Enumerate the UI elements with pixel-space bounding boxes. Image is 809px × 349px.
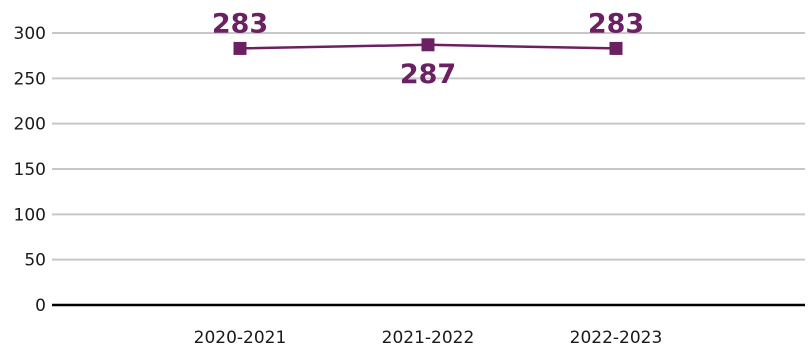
y-tick-label-200: 200	[14, 115, 46, 135]
data-labels: 283 287 283	[212, 8, 644, 89]
y-tick-label-0: 0	[35, 296, 46, 316]
x-tick-label-0: 2020-2021	[194, 328, 287, 348]
data-label-0: 283	[212, 8, 268, 39]
x-tick-label-2: 2022-2023	[570, 328, 663, 348]
x-axis-tick-labels: 2020-2021 2021-2022 2022-2023	[194, 328, 663, 348]
y-axis-tick-labels: 0 50 100 150 200 250 300	[14, 24, 46, 316]
y-tick-label-50: 50	[24, 251, 46, 271]
y-tick-label-300: 300	[14, 24, 46, 44]
y-tick-label-250: 250	[14, 69, 46, 89]
y-tick-label-100: 100	[14, 205, 46, 225]
data-point-1	[421, 38, 435, 52]
data-label-2: 283	[588, 8, 644, 39]
x-tick-label-1: 2021-2022	[382, 328, 475, 348]
series-line-group	[233, 38, 623, 55]
y-tick-label-150: 150	[14, 160, 46, 180]
data-point-0	[233, 41, 247, 55]
data-point-2	[609, 41, 623, 55]
gridlines	[52, 32, 805, 307]
data-label-1: 287	[400, 59, 456, 90]
